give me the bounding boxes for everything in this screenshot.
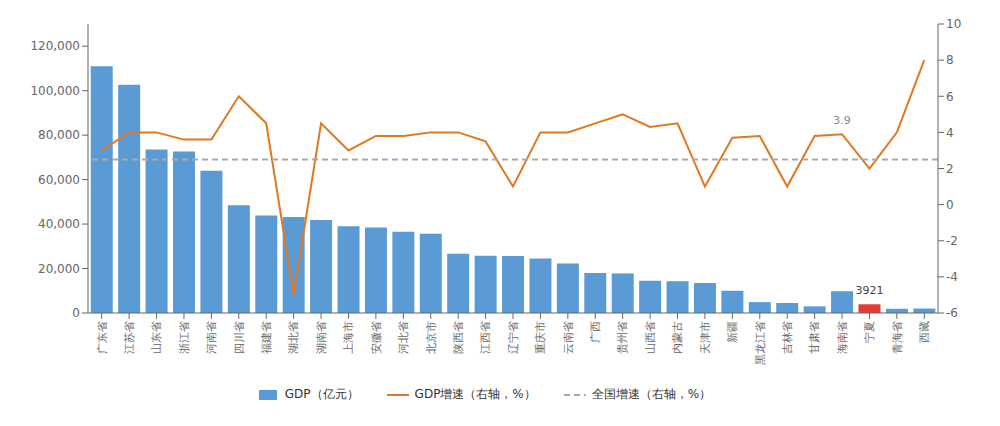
- svg-text:新疆: 新疆: [726, 321, 739, 343]
- svg-text:四川省: 四川省: [233, 321, 246, 354]
- svg-text:-4: -4: [946, 270, 958, 284]
- svg-text:2: 2: [946, 162, 954, 176]
- svg-text:10: 10: [946, 17, 961, 31]
- svg-text:青海省: 青海省: [891, 321, 904, 354]
- svg-text:天津市: 天津市: [699, 321, 712, 354]
- svg-text:河北省: 河北省: [397, 321, 410, 354]
- svg-text:80,000: 80,000: [38, 128, 80, 142]
- svg-text:4: 4: [946, 126, 954, 140]
- svg-text:江西省: 江西省: [479, 321, 492, 354]
- svg-text:120,000: 120,000: [30, 39, 80, 53]
- svg-text:广西: 广西: [589, 321, 602, 343]
- svg-text:上海市: 上海市: [342, 321, 355, 354]
- svg-text:0: 0: [946, 198, 954, 212]
- svg-text:西藏: 西藏: [918, 321, 931, 343]
- svg-text:安徽省: 安徽省: [370, 321, 383, 354]
- svg-text:0: 0: [72, 306, 80, 320]
- svg-text:8: 8: [946, 53, 954, 67]
- svg-text:浙江省: 浙江省: [178, 321, 191, 354]
- html-text:GDP增速（右轴，%）: GDP增速（右轴，%）: [414, 387, 536, 401]
- svg-text:福建省: 福建省: [260, 321, 273, 354]
- svg-text:-2: -2: [946, 234, 958, 248]
- svg-text:20,000: 20,000: [38, 262, 80, 276]
- svg-text:北京市: 北京市: [425, 321, 438, 354]
- svg-text:辽宁省: 辽宁省: [507, 321, 520, 354]
- svg-text:贵州省: 贵州省: [616, 321, 629, 354]
- svg-text:陕西省: 陕西省: [452, 321, 465, 354]
- svg-text:6: 6: [946, 90, 954, 104]
- svg-text:内蒙古: 内蒙古: [671, 321, 684, 354]
- svg-text:湖北省: 湖北省: [287, 321, 300, 354]
- svg-text:40,000: 40,000: [38, 217, 80, 231]
- svg-text:海南省: 海南省: [836, 321, 849, 354]
- svg-text:甘肃省: 甘肃省: [808, 321, 821, 354]
- svg-text:江苏省: 江苏省: [123, 321, 136, 354]
- html-text:GDP（亿元）: GDP（亿元）: [284, 387, 359, 401]
- svg-text:3921: 3921: [855, 284, 883, 297]
- html-text:全国增速（右轴，%）: 全国增速（右轴，%）: [591, 387, 712, 401]
- svg-text:3.9: 3.9: [833, 114, 851, 127]
- svg-text:湖南省: 湖南省: [315, 321, 328, 354]
- svg-text:云南省: 云南省: [562, 321, 575, 354]
- svg-text:河南省: 河南省: [205, 321, 218, 354]
- svg-text:山东省: 山东省: [150, 321, 163, 354]
- svg-text:60,000: 60,000: [38, 173, 80, 187]
- svg-text:吉林省: 吉林省: [781, 321, 794, 354]
- svg-text:-6: -6: [946, 306, 958, 320]
- svg-text:100,000: 100,000: [30, 84, 80, 98]
- svg-text:重庆市: 重庆市: [534, 321, 547, 354]
- svg-text:广东省: 广东省: [96, 321, 109, 354]
- svg-text:山西省: 山西省: [644, 321, 657, 354]
- svg-text:黑龙江省: 黑龙江省: [754, 321, 767, 365]
- svg-text:宁夏: 宁夏: [863, 321, 876, 343]
